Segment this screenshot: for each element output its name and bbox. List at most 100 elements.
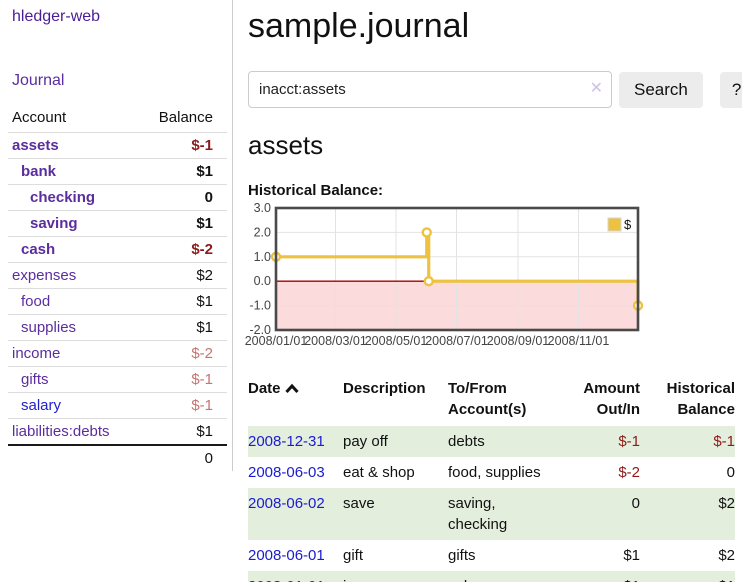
register-balance: $2	[718, 495, 735, 512]
svg-text:-1.0: -1.0	[249, 299, 271, 313]
svg-text:2008/11/01: 2008/11/01	[548, 334, 610, 348]
account-balance: $-2	[135, 340, 227, 367]
search-input[interactable]	[248, 71, 612, 108]
accounts-total-row: 0	[8, 444, 227, 471]
account-link[interactable]: salary	[21, 397, 62, 414]
accounts-header-balance: Balance	[158, 109, 213, 126]
svg-text:2008/09/01: 2008/09/01	[487, 334, 550, 348]
account-link[interactable]: assets	[12, 137, 59, 154]
svg-text:2008/07/01: 2008/07/01	[425, 334, 488, 348]
register-row: 2008-01-01incomesalary$1$1	[248, 571, 735, 582]
register-header-balance: Historical Balance	[666, 380, 735, 418]
register-balance: $-1	[713, 433, 735, 450]
account-link[interactable]: food	[21, 293, 51, 310]
account-link[interactable]: income	[12, 345, 61, 362]
register-description: pay off	[343, 433, 388, 450]
page-title: sample.journal	[248, 7, 470, 45]
register-account: salary	[448, 571, 556, 582]
svg-text:2008/05/01: 2008/05/01	[365, 334, 428, 348]
accounts-header-row: Account Balance	[8, 106, 227, 133]
sidebar-account-row: expenses $2	[8, 262, 227, 289]
chart-title: Historical Balance:	[248, 182, 384, 199]
account-link[interactable]: expenses	[12, 267, 77, 284]
account-balance: $1	[135, 158, 227, 185]
register-header-date[interactable]: Date	[248, 376, 343, 426]
register-amount: $-2	[618, 464, 640, 481]
sidebar-account-row: assets $-1	[8, 132, 227, 159]
register-balance: $2	[718, 547, 735, 564]
sidebar-account-row: income $-2	[8, 340, 227, 367]
register-date-link[interactable]: 2008-06-02	[248, 495, 325, 512]
sidebar-account-row: supplies $1	[8, 314, 227, 341]
register-balance: $1	[640, 571, 735, 582]
search-button[interactable]: Search	[619, 71, 703, 108]
account-link[interactable]: supplies	[21, 319, 77, 336]
sidebar-account-row: saving $1	[8, 210, 227, 237]
register-description: save	[343, 495, 375, 512]
account-balance: 0	[135, 184, 227, 211]
account-balance: $-2	[135, 236, 227, 263]
register-table: Date Description To/From Account(s) Amou…	[248, 376, 735, 582]
svg-text:1.0: 1.0	[254, 250, 271, 264]
register-header-account: To/From Account(s)	[448, 380, 527, 418]
svg-text:$: $	[624, 217, 632, 232]
register-amount: $1	[556, 571, 640, 582]
help-button[interactable]: ?	[719, 71, 742, 108]
account-link[interactable]: checking	[30, 189, 96, 206]
register-row: 2008-06-01 gift gifts $1 $2	[248, 540, 735, 571]
register-account: saving, checking	[448, 495, 508, 533]
svg-text:2008/03/01: 2008/03/01	[304, 334, 367, 348]
register-row: 2008-12-31 pay off debts $-1 $-1	[248, 426, 735, 457]
svg-text:-2.0: -2.0	[249, 323, 271, 337]
account-balance: $1	[135, 314, 227, 341]
account-balance: $-1	[135, 132, 227, 159]
account-link[interactable]: saving	[30, 215, 78, 232]
search-bar: ✕ Search ?	[248, 71, 742, 108]
account-link[interactable]: liabilities:debts	[12, 423, 110, 440]
sidebar-account-row: liabilities:debts $1	[8, 418, 227, 445]
sidebar-account-row: salary $-1	[8, 392, 227, 419]
sidebar-account-row: food $1	[8, 288, 227, 315]
sidebar: hledger-web Journal Account Balance asse…	[0, 0, 233, 471]
register-row: 2008-06-03 eat & shop food, supplies $-2 0	[248, 457, 735, 488]
register-amount: $-1	[618, 433, 640, 450]
account-title: assets	[248, 130, 324, 160]
register-date-link[interactable]: 2008-06-03	[248, 464, 325, 481]
sort-ascending-icon	[284, 383, 299, 394]
app-title-link[interactable]: hledger-web	[12, 8, 101, 25]
account-link[interactable]: bank	[21, 163, 57, 180]
register-date-link[interactable]: 2008-06-01	[248, 547, 325, 564]
accounts-table: Account Balance assets $-1 bank $1 checking 0…	[8, 106, 227, 471]
sidebar-account-row: checking 0	[8, 184, 227, 211]
accounts-total-balance: 0	[135, 444, 227, 471]
accounts-header-account: Account	[12, 109, 67, 126]
account-link[interactable]: cash	[21, 241, 56, 258]
account-balance: $1	[135, 210, 227, 237]
register-account: food, supplies	[448, 464, 541, 481]
account-balance: $-1	[135, 392, 227, 419]
register-balance: 0	[726, 464, 735, 481]
register-header-description: Description	[343, 380, 426, 397]
register-account: debts	[448, 433, 485, 450]
register-date-link[interactable]: 2008-01-01	[248, 578, 325, 582]
register-date-link[interactable]: 2008-12-31	[248, 433, 325, 450]
historical-balance-chart: -2.0 -1.0 0.0 1.0 2.0 3.0 2008/01/01 2008/03/01…	[245, 201, 727, 361]
register-account: gifts	[448, 547, 476, 564]
account-balance: $1	[135, 288, 227, 315]
account-link[interactable]: gifts	[21, 371, 49, 388]
balance-chart-svg: -2.0 -1.0 0.0 1.0 2.0 3.0 2008/01/012008/03/01…	[245, 201, 644, 348]
sidebar-account-row: gifts $-1	[8, 366, 227, 393]
search-input-wrap: ✕	[248, 71, 612, 108]
clear-search-icon[interactable]: ✕	[589, 80, 603, 97]
register-amount: $1	[623, 547, 640, 564]
register-description: eat & shop	[343, 464, 415, 481]
account-balance: $1	[135, 418, 227, 445]
sidebar-item-journal[interactable]: Journal	[12, 72, 65, 89]
register-description: income	[343, 571, 448, 582]
svg-text:2.0: 2.0	[254, 225, 271, 239]
sidebar-account-row: bank $1	[8, 158, 227, 185]
svg-text:0.0: 0.0	[254, 274, 271, 288]
register-header-amount: Amount Out/In	[583, 380, 640, 418]
account-balance: $2	[135, 262, 227, 289]
